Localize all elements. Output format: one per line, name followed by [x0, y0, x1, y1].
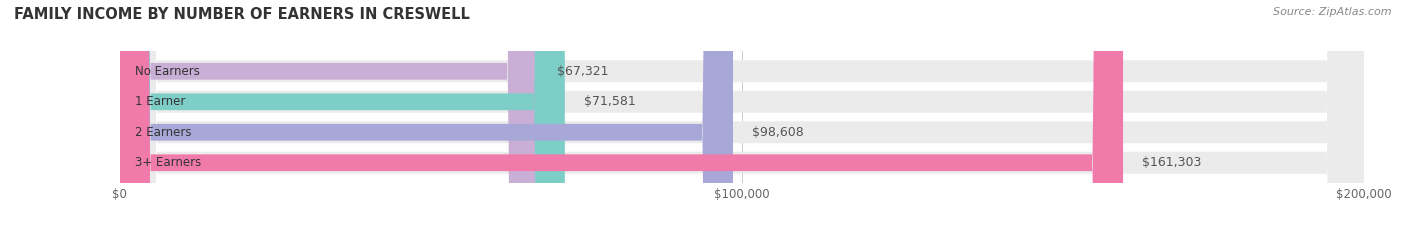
FancyBboxPatch shape: [120, 0, 1364, 234]
FancyBboxPatch shape: [120, 0, 733, 234]
Text: $98,608: $98,608: [752, 126, 803, 139]
Text: 2 Earners: 2 Earners: [135, 126, 191, 139]
Text: $71,581: $71,581: [583, 95, 636, 108]
FancyBboxPatch shape: [120, 0, 1364, 234]
FancyBboxPatch shape: [120, 0, 1364, 234]
FancyBboxPatch shape: [120, 0, 1123, 234]
FancyBboxPatch shape: [120, 0, 538, 234]
FancyBboxPatch shape: [120, 0, 565, 234]
Text: $161,303: $161,303: [1142, 156, 1201, 169]
Text: No Earners: No Earners: [135, 65, 200, 78]
Text: 1 Earner: 1 Earner: [135, 95, 186, 108]
Text: $67,321: $67,321: [557, 65, 609, 78]
FancyBboxPatch shape: [120, 0, 1364, 234]
Text: 3+ Earners: 3+ Earners: [135, 156, 201, 169]
Text: Source: ZipAtlas.com: Source: ZipAtlas.com: [1274, 7, 1392, 17]
Text: FAMILY INCOME BY NUMBER OF EARNERS IN CRESWELL: FAMILY INCOME BY NUMBER OF EARNERS IN CR…: [14, 7, 470, 22]
